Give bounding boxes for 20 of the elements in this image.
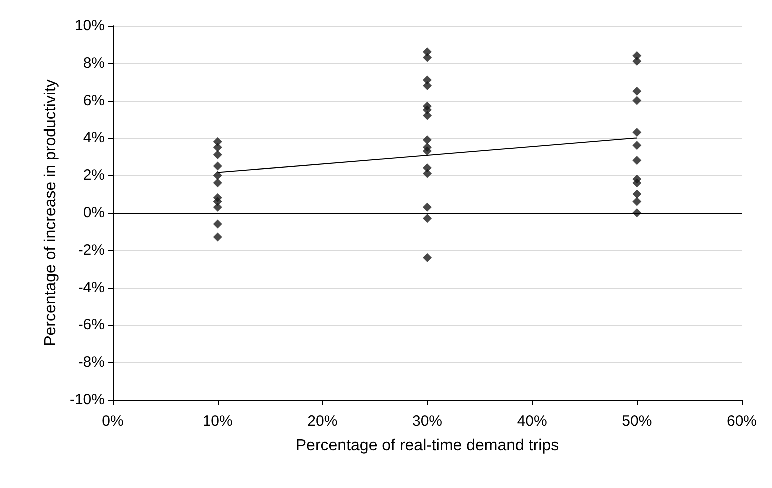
y-tick-label: -8% bbox=[78, 354, 105, 372]
x-tick-label: 0% bbox=[102, 413, 124, 430]
x-tick-label: 20% bbox=[308, 413, 338, 430]
y-tick-label: 2% bbox=[83, 167, 105, 184]
x-tick-label: 10% bbox=[202, 413, 233, 430]
y-tick-label: 6% bbox=[83, 92, 105, 110]
y-tick-label: 4% bbox=[83, 130, 105, 147]
x-tick-label: 30% bbox=[412, 413, 443, 430]
x-tick-label: 50% bbox=[622, 413, 652, 430]
x-tick-label: 60% bbox=[726, 413, 758, 430]
y-tick-label: -10% bbox=[70, 392, 105, 408]
y-tick-label: -2% bbox=[78, 242, 105, 259]
y-tick-label: 0% bbox=[83, 204, 105, 222]
y-tick-label: 8% bbox=[83, 54, 105, 72]
y-tick-label: -6% bbox=[78, 316, 105, 334]
y-axis-title: Percentage of increase in productivity bbox=[42, 80, 60, 346]
y-tick-label: -4% bbox=[78, 279, 105, 296]
y-tick-label: 10% bbox=[74, 18, 105, 34]
x-axis-title: Percentage of real-time demand trips bbox=[296, 438, 560, 454]
x-tick-label: 40% bbox=[517, 413, 548, 430]
